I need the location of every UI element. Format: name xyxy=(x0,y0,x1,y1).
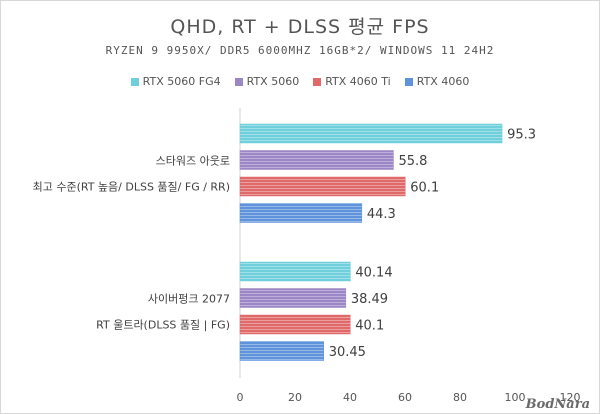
legend-label: RTX 5060 xyxy=(246,75,300,88)
data-label: 40.14 xyxy=(355,266,392,281)
data-label: 60.1 xyxy=(410,181,439,196)
chart-title: QHD, RT + DLSS 평균 FPS xyxy=(170,16,430,38)
x-tick-label: 80 xyxy=(453,391,467,404)
legend-swatch xyxy=(130,77,139,86)
data-label: 38.49 xyxy=(351,292,388,307)
legend-item-rtx-4060: RTX 4060 xyxy=(404,75,470,88)
legend-label: RTX 5060 FG4 xyxy=(142,75,221,88)
bar xyxy=(239,150,394,170)
chart-subtitle: RYZEN 9 9950X/ DDR5 6000MHZ 16GB*2/ WIND… xyxy=(105,44,495,57)
legend-item-rtx-5060: RTX 5060 xyxy=(234,75,300,88)
category-label: RT 울트라(DLSS 품질 | FG) xyxy=(96,318,230,331)
bar xyxy=(239,288,347,308)
data-label: 95.3 xyxy=(507,128,536,143)
data-label: 30.45 xyxy=(329,345,366,360)
category-label: 스타워즈 아웃로 xyxy=(156,154,230,167)
category-label: 최고 수준(RT 높음/ DLSS 품질/ FG / RR) xyxy=(33,180,230,193)
legend-item-rtx-5060-fg4: RTX 5060 FG4 xyxy=(130,75,221,88)
data-label: 44.3 xyxy=(367,207,396,222)
bar xyxy=(239,341,324,361)
data-label: 40.1 xyxy=(355,319,384,334)
x-tick-label: 20 xyxy=(288,391,302,404)
x-tick-label: 40 xyxy=(343,391,357,404)
x-tick-label: 0 xyxy=(237,391,244,404)
bar xyxy=(239,123,503,144)
legend-label: RTX 4060 xyxy=(416,75,470,88)
legend-swatch xyxy=(313,77,322,86)
x-tick-label: 60 xyxy=(398,391,412,404)
bar xyxy=(239,314,351,335)
legend-swatch xyxy=(234,77,243,86)
watermark: BodNara xyxy=(525,397,590,412)
x-tick-label: 120 xyxy=(560,391,581,404)
legend-item-rtx-4060-ti: RTX 4060 Ti xyxy=(313,75,391,88)
x-tick-label: 100 xyxy=(505,391,526,404)
bar xyxy=(239,176,406,197)
legend: RTX 5060 FG4 RTX 5060 RTX 4060 Ti RTX 40… xyxy=(0,75,600,88)
bar xyxy=(239,203,363,223)
category-label: 사이버펑크 2077 xyxy=(148,292,230,305)
legend-swatch xyxy=(404,77,413,86)
bar xyxy=(239,261,351,282)
legend-label: RTX 4060 Ti xyxy=(325,75,391,88)
data-label: 55.8 xyxy=(398,154,427,169)
